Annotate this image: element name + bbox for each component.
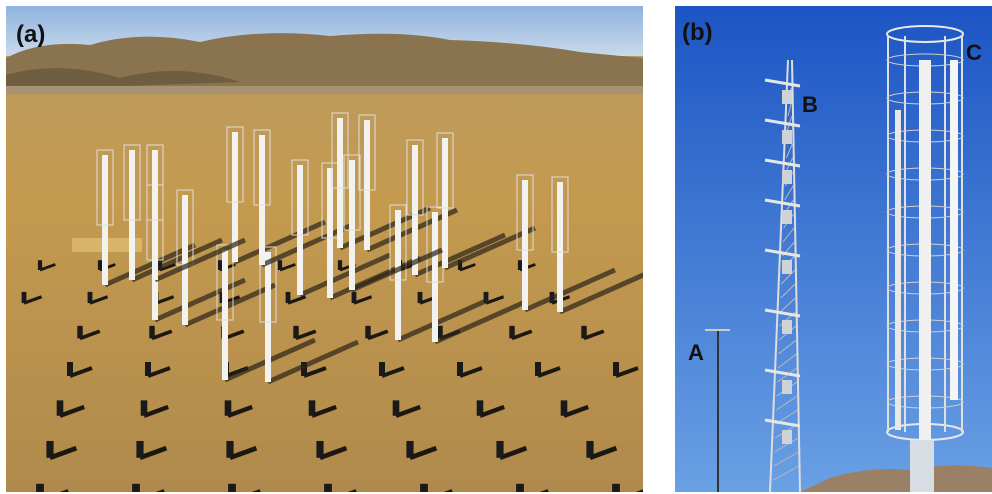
post — [379, 362, 385, 376]
annotation: A — [688, 340, 704, 365]
post — [88, 292, 93, 303]
tower — [337, 118, 343, 248]
post — [406, 441, 413, 458]
photo-b — [675, 6, 992, 492]
instrument — [782, 170, 792, 184]
figure: (a) (b) A B C — [0, 0, 992, 494]
post — [457, 362, 463, 376]
post — [612, 484, 620, 494]
instrument — [782, 380, 792, 394]
tower — [152, 150, 158, 280]
horizon — [6, 86, 643, 94]
post — [516, 484, 524, 494]
tower — [102, 155, 108, 285]
post — [324, 484, 332, 494]
post — [477, 400, 484, 415]
post — [420, 484, 428, 494]
tower — [349, 160, 355, 290]
post — [613, 362, 619, 376]
tower — [222, 250, 228, 380]
blade — [950, 60, 958, 400]
post — [22, 292, 27, 303]
post — [509, 326, 514, 339]
tower — [364, 120, 370, 250]
tower — [259, 135, 265, 265]
instrument — [782, 90, 792, 104]
tower — [432, 212, 438, 342]
post — [141, 400, 148, 415]
tower — [182, 195, 188, 325]
post — [136, 441, 143, 458]
tower — [522, 180, 528, 310]
annotation: B — [802, 92, 818, 117]
post — [352, 292, 357, 303]
post — [561, 400, 568, 415]
post — [338, 260, 342, 270]
turbine-base — [910, 440, 934, 492]
post — [98, 260, 102, 270]
post — [581, 326, 586, 339]
post — [278, 260, 282, 270]
post — [67, 362, 73, 376]
tower — [442, 138, 448, 268]
post — [149, 326, 154, 339]
post — [365, 326, 370, 339]
annotation: C — [966, 40, 982, 65]
post — [36, 484, 44, 494]
instrument — [782, 130, 792, 144]
tower — [265, 252, 271, 382]
post — [286, 292, 291, 303]
post — [535, 362, 541, 376]
tower — [129, 150, 135, 280]
instrument — [782, 320, 792, 334]
shaft — [919, 60, 931, 440]
post — [309, 400, 316, 415]
post — [293, 326, 298, 339]
panel-label: (a) — [16, 21, 45, 48]
tower — [412, 145, 418, 275]
post — [132, 484, 140, 494]
post — [228, 484, 236, 494]
post — [145, 362, 151, 376]
photo-a — [6, 6, 650, 494]
panel-label: (b) — [682, 19, 713, 46]
post — [226, 441, 233, 458]
instrument — [782, 210, 792, 224]
blade — [895, 110, 901, 430]
post — [316, 441, 323, 458]
post — [586, 441, 593, 458]
post — [496, 441, 503, 458]
post — [57, 400, 64, 415]
post — [38, 260, 42, 270]
post — [46, 441, 53, 458]
post — [77, 326, 82, 339]
post — [393, 400, 400, 415]
post — [418, 292, 423, 303]
post — [218, 260, 222, 270]
instrument — [782, 260, 792, 274]
tower — [297, 165, 303, 295]
post — [225, 400, 232, 415]
tower — [395, 210, 401, 340]
post — [518, 260, 522, 270]
page: (a) (b) A B C (() => { const data = JSON… — [0, 0, 992, 494]
tower — [557, 182, 563, 312]
instrument — [782, 430, 792, 444]
